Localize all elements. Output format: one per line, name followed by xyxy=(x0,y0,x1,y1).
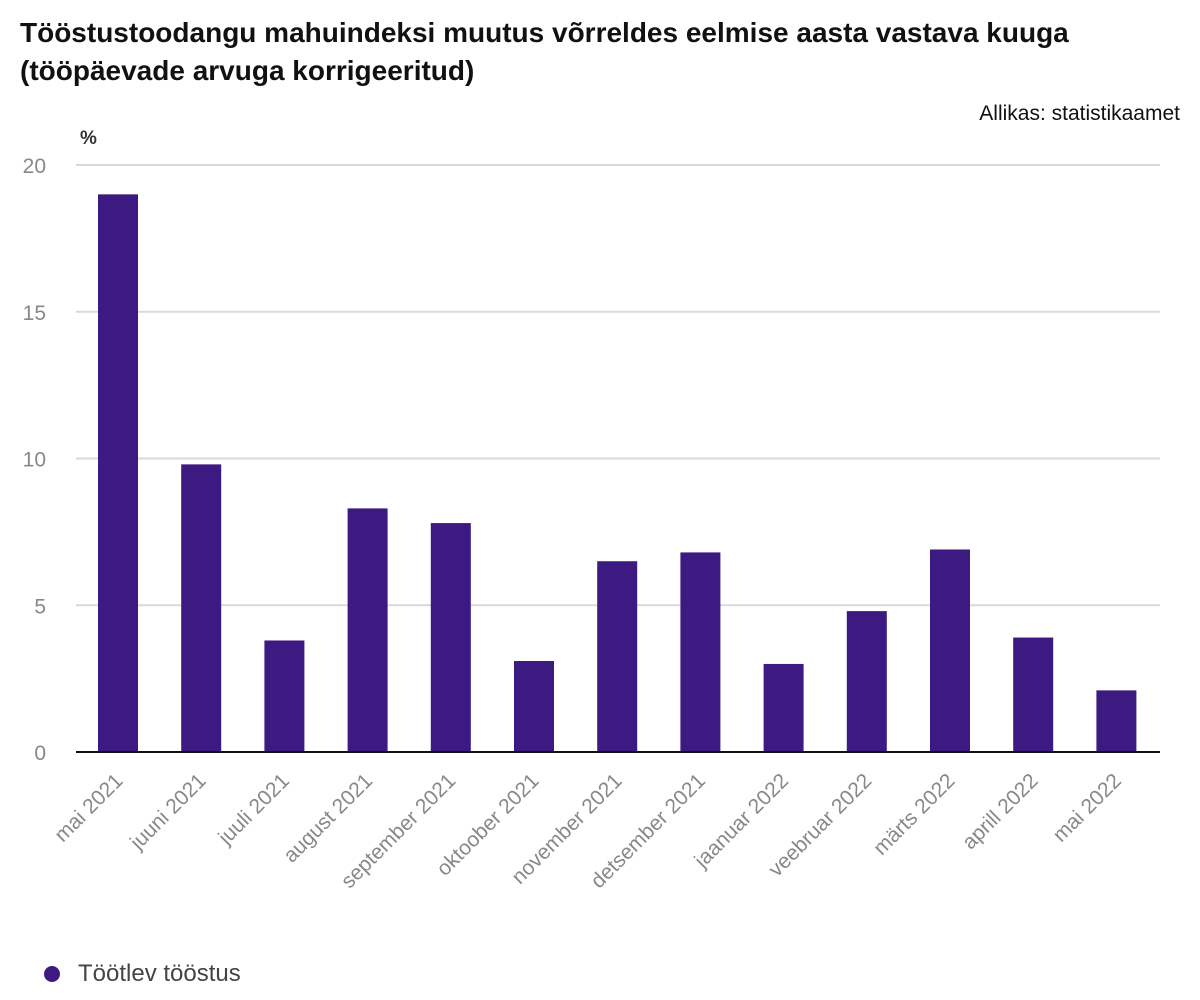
x-tick-label: juuni 2021 xyxy=(125,769,211,855)
chart-title: Tööstustoodangu mahuindeksi muutus võrre… xyxy=(20,17,1069,86)
bar xyxy=(680,552,721,752)
bar xyxy=(1096,690,1137,752)
bar xyxy=(763,663,804,752)
x-tick-label: mai 2021 xyxy=(50,769,127,846)
x-tick-label: aprill 2022 xyxy=(958,769,1043,854)
bar xyxy=(264,640,305,752)
bar xyxy=(1013,637,1054,752)
bar xyxy=(181,464,222,752)
x-tick-label: mai 2022 xyxy=(1049,769,1126,846)
legend-swatch xyxy=(44,966,60,982)
legend: Töötlev tööstus xyxy=(44,960,241,988)
bar xyxy=(347,508,388,752)
y-axis-unit-label: % xyxy=(80,128,97,149)
gridlines xyxy=(76,164,1160,607)
bar xyxy=(514,661,554,752)
y-axis-ticks: 0 5 10 15 20 xyxy=(23,155,46,765)
bar xyxy=(930,549,970,752)
y-tick-label: 5 xyxy=(34,595,46,618)
source-note: Allikas: statistikaamet xyxy=(979,102,1180,125)
x-tick-label: juuli 2021 xyxy=(213,769,294,850)
bar xyxy=(597,561,638,752)
x-tick-label: märts 2022 xyxy=(869,769,960,860)
y-tick-label: 20 xyxy=(23,155,46,178)
y-tick-label: 0 xyxy=(34,742,46,765)
y-tick-label: 15 xyxy=(23,302,46,325)
bar xyxy=(98,194,138,753)
bar xyxy=(430,523,471,752)
legend-label: Töötlev tööstus xyxy=(78,960,241,987)
bar xyxy=(846,611,887,752)
y-tick-label: 10 xyxy=(23,449,46,472)
bars xyxy=(98,194,1137,753)
